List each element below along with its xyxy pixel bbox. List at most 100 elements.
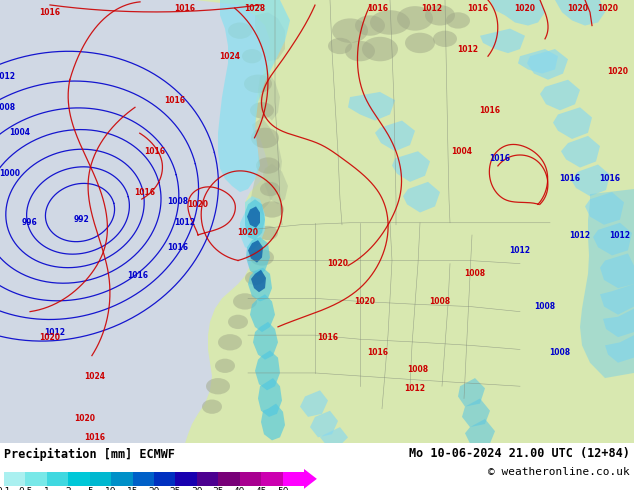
Bar <box>47 472 68 486</box>
Text: 1016: 1016 <box>489 154 510 163</box>
Text: 1012: 1012 <box>404 384 425 393</box>
Polygon shape <box>593 223 632 255</box>
Ellipse shape <box>244 74 272 93</box>
Text: 40: 40 <box>234 487 245 490</box>
Text: 1016: 1016 <box>39 8 60 17</box>
Text: 20: 20 <box>148 487 160 490</box>
Text: 1020: 1020 <box>238 228 259 238</box>
Polygon shape <box>540 80 580 110</box>
Polygon shape <box>240 196 265 250</box>
Bar <box>218 472 240 486</box>
Text: 1016: 1016 <box>318 333 339 342</box>
Ellipse shape <box>362 37 398 61</box>
Text: 1020: 1020 <box>75 415 96 423</box>
Polygon shape <box>527 49 568 80</box>
Text: © weatheronline.co.uk: © weatheronline.co.uk <box>488 467 630 477</box>
Ellipse shape <box>218 334 242 350</box>
Text: 996: 996 <box>22 218 38 227</box>
Ellipse shape <box>397 6 433 31</box>
Polygon shape <box>247 206 260 228</box>
Text: 1004: 1004 <box>10 128 30 137</box>
Text: 2: 2 <box>65 487 71 490</box>
Polygon shape <box>248 268 272 301</box>
Ellipse shape <box>251 128 279 148</box>
Ellipse shape <box>245 271 265 285</box>
Bar <box>111 472 133 486</box>
Text: 10: 10 <box>105 487 117 490</box>
Polygon shape <box>585 192 624 225</box>
Text: 1016: 1016 <box>164 96 186 105</box>
Polygon shape <box>462 398 490 427</box>
Text: 35: 35 <box>212 487 224 490</box>
Text: 30: 30 <box>191 487 203 490</box>
Polygon shape <box>258 378 282 417</box>
Text: 1016: 1016 <box>600 174 621 183</box>
Polygon shape <box>246 237 270 276</box>
Bar <box>283 472 304 486</box>
Polygon shape <box>403 182 440 213</box>
Text: 1012: 1012 <box>569 230 590 240</box>
Text: 0.5: 0.5 <box>18 487 32 490</box>
Text: 0.1: 0.1 <box>0 487 11 490</box>
Bar <box>68 472 90 486</box>
Bar <box>90 472 111 486</box>
Ellipse shape <box>202 399 222 414</box>
Polygon shape <box>245 199 265 240</box>
Bar <box>25 472 47 486</box>
Ellipse shape <box>228 23 252 39</box>
Text: 1016: 1016 <box>368 348 389 357</box>
Polygon shape <box>490 0 545 25</box>
Text: 15: 15 <box>127 487 138 490</box>
Polygon shape <box>320 427 348 443</box>
Text: 1008: 1008 <box>408 366 429 374</box>
Text: 1016: 1016 <box>479 106 500 115</box>
Text: 1020: 1020 <box>188 200 209 209</box>
Text: Precipitation [mm] ECMWF: Precipitation [mm] ECMWF <box>4 447 175 461</box>
Bar <box>4 472 25 486</box>
Polygon shape <box>185 0 634 443</box>
Text: 1020: 1020 <box>354 297 375 306</box>
Text: 1020: 1020 <box>607 67 628 76</box>
Ellipse shape <box>260 201 284 218</box>
Text: 1008: 1008 <box>167 197 188 206</box>
Ellipse shape <box>328 38 352 54</box>
Polygon shape <box>310 411 338 437</box>
Polygon shape <box>571 165 610 196</box>
Polygon shape <box>304 469 317 489</box>
Polygon shape <box>250 294 275 332</box>
Polygon shape <box>465 419 495 443</box>
Text: 1012: 1012 <box>44 328 65 337</box>
Polygon shape <box>603 309 634 337</box>
Polygon shape <box>255 350 280 391</box>
Ellipse shape <box>405 33 435 53</box>
Text: 1008: 1008 <box>0 103 16 112</box>
Text: 1024: 1024 <box>84 371 105 381</box>
Text: 1024: 1024 <box>219 52 240 61</box>
Ellipse shape <box>206 378 230 394</box>
Polygon shape <box>555 0 605 25</box>
Ellipse shape <box>332 19 368 43</box>
Polygon shape <box>480 28 525 53</box>
Polygon shape <box>348 92 395 121</box>
Polygon shape <box>392 151 430 182</box>
Polygon shape <box>248 240 263 263</box>
Polygon shape <box>258 72 280 121</box>
Text: 1016: 1016 <box>467 3 489 13</box>
Text: 1008: 1008 <box>429 297 451 306</box>
Ellipse shape <box>425 5 455 25</box>
Text: 45: 45 <box>256 487 267 490</box>
Ellipse shape <box>250 249 274 266</box>
Bar <box>154 472 176 486</box>
Text: 1020: 1020 <box>328 259 349 268</box>
Text: 1: 1 <box>44 487 49 490</box>
Polygon shape <box>218 0 290 192</box>
Bar <box>261 472 283 486</box>
Bar <box>240 472 261 486</box>
Ellipse shape <box>233 293 257 310</box>
Text: 1004: 1004 <box>451 147 472 156</box>
Polygon shape <box>253 322 278 360</box>
Text: Mo 10-06-2024 21.00 UTC (12+84): Mo 10-06-2024 21.00 UTC (12+84) <box>409 447 630 461</box>
Text: 1000: 1000 <box>0 169 20 178</box>
Text: 1012: 1012 <box>422 3 443 13</box>
Ellipse shape <box>433 31 457 47</box>
